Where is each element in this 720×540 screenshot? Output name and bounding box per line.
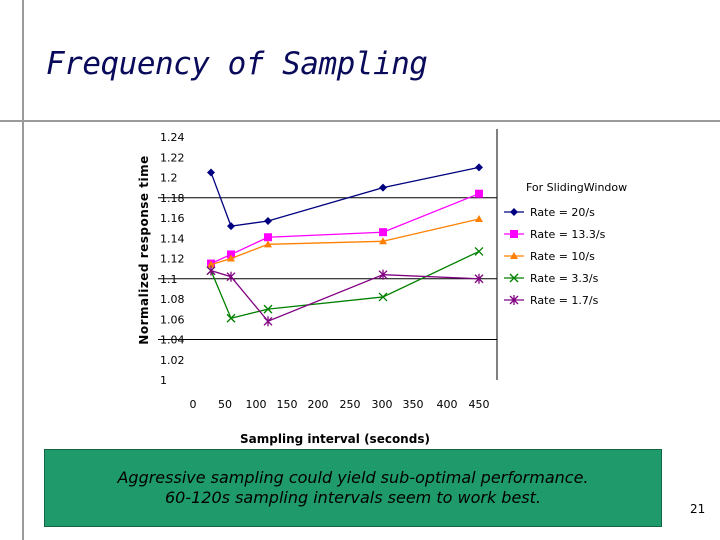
slide-vertical-rule (22, 0, 24, 540)
data-point (379, 237, 387, 245)
x-tick-label: 50 (218, 398, 232, 411)
series-4 (206, 265, 484, 327)
series-3 (206, 246, 484, 323)
slide-title: Frequency of Sampling (46, 46, 428, 82)
data-point (474, 246, 484, 256)
data-point (475, 163, 483, 172)
y-tick-label: 1.12 (160, 253, 185, 266)
x-tick-label: 300 (372, 398, 393, 411)
y-axis-label: Normalized response time (137, 155, 151, 344)
y-tick-label: 1.08 (160, 293, 185, 306)
y-tick-labels: 1 1.02 1.04 1.06 1.08 1.1 1.12 1.14 1.16 1.18 1.2 1… (160, 131, 185, 387)
legend-item: Rate = 3.3/s (504, 272, 599, 285)
y-tick-label: 1.06 (160, 313, 185, 326)
slide-horizontal-rule (0, 120, 720, 122)
series-line (210, 250, 480, 320)
data-point (207, 168, 215, 177)
x-tick-label: 450 (469, 398, 490, 411)
x-tick-label: 250 (340, 398, 361, 411)
series-2 (207, 215, 483, 268)
legend-item: Rate = 10/s (504, 250, 595, 263)
y-tick-label: 1.1 (160, 273, 178, 286)
series-line (210, 218, 480, 266)
data-point (264, 217, 272, 226)
data-point (227, 250, 235, 259)
series-0 (207, 163, 483, 231)
series-1 (207, 189, 483, 268)
data-point (226, 271, 236, 282)
x-tick-label: 0 (190, 398, 197, 411)
chart-legend: Rate = 20/s Rate = 13.3/s Rate = 10/s Rate … (504, 206, 606, 307)
data-point (509, 273, 519, 283)
data-point (474, 273, 484, 284)
legend-item: Rate = 1.7/s (504, 294, 599, 307)
x-tick-label: 400 (437, 398, 458, 411)
data-point (227, 222, 235, 231)
y-tick-label: 1.14 (160, 232, 185, 245)
data-point (379, 183, 387, 192)
y-tick-label: 1.2 (160, 172, 178, 185)
data-point (227, 254, 235, 262)
data-point (264, 240, 272, 248)
y-tick-label: 1.16 (160, 212, 185, 225)
legend-label: Rate = 20/s (530, 206, 595, 219)
y-tick-label: 1.04 (160, 334, 185, 347)
legend-item: Rate = 20/s (504, 206, 595, 219)
data-point (378, 292, 388, 302)
data-point (475, 189, 483, 198)
data-point (226, 313, 236, 323)
legend-label: Rate = 13.3/s (530, 228, 606, 241)
legend-label: Rate = 1.7/s (530, 294, 599, 307)
chart-gridlines (158, 129, 498, 380)
y-tick-label: 1 (160, 374, 167, 387)
legend-item: Rate = 13.3/s (504, 228, 606, 241)
x-axis-label: Sampling interval (seconds) (240, 432, 430, 446)
data-point (263, 316, 273, 327)
x-tick-label: 350 (403, 398, 424, 411)
line-chart: 1 1.02 1.04 1.06 1.08 1.1 1.12 1.14 1.16 1.18 1.2 1… (137, 129, 627, 446)
caption-box: Aggressive sampling could yield sub-opti… (44, 449, 662, 527)
data-point (510, 230, 518, 238)
x-tick-label: 200 (308, 398, 329, 411)
y-tick-label: 1.24 (160, 131, 185, 144)
data-point (263, 304, 273, 314)
legend-label: Rate = 10/s (530, 250, 595, 263)
x-tick-label: 150 (277, 398, 298, 411)
legend-label: Rate = 3.3/s (530, 272, 599, 285)
y-tick-label: 1.18 (160, 192, 185, 205)
data-point (206, 265, 216, 276)
x-tick-label: 100 (246, 398, 267, 411)
chart-series (206, 163, 484, 327)
x-tick-labels: 0 50 100 150 200 250 300 350 400 450 (190, 398, 490, 411)
data-point (509, 295, 519, 305)
data-point (510, 208, 518, 216)
data-point (378, 269, 388, 280)
page-number: 21 (690, 502, 706, 516)
data-point (264, 233, 272, 242)
data-point (510, 252, 518, 259)
series-line (210, 166, 480, 227)
chart-title: For SlidingWindow (526, 181, 627, 194)
data-point (379, 228, 387, 237)
y-tick-label: 1.02 (160, 354, 185, 367)
data-point (207, 260, 215, 268)
caption-line-2: 60-120s sampling intervals seem to work … (164, 488, 541, 507)
y-tick-label: 1.22 (160, 151, 185, 164)
caption-line-1: Aggressive sampling could yield sub-opti… (117, 468, 589, 487)
data-point (475, 215, 483, 223)
